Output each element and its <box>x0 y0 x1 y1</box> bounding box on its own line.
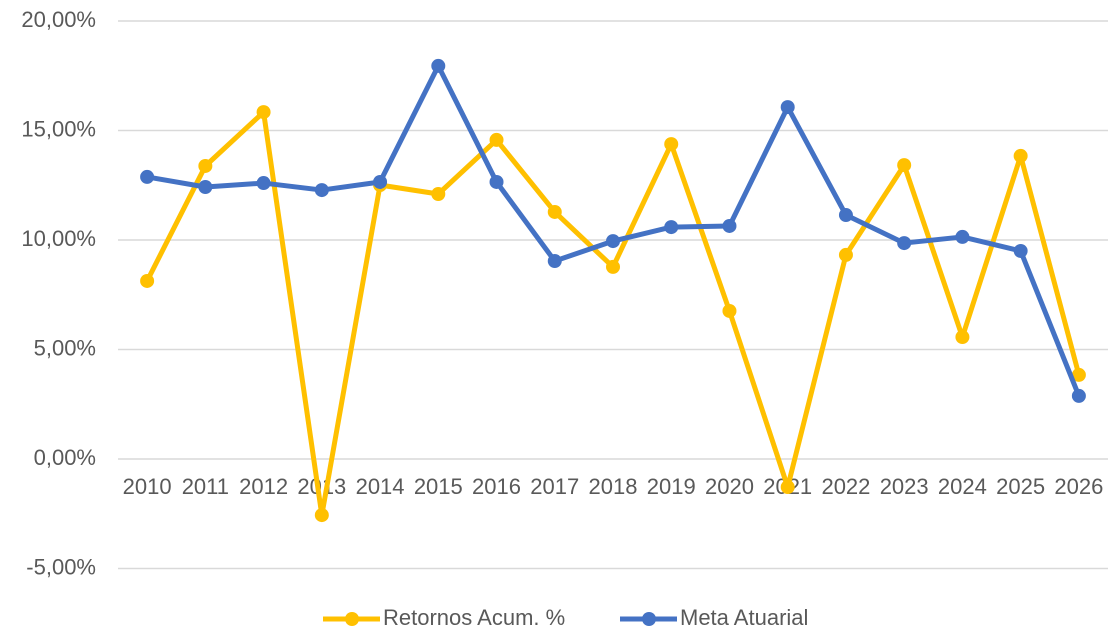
marker <box>780 480 795 495</box>
marker <box>838 208 853 223</box>
legend-marker <box>642 612 656 626</box>
marker <box>955 330 970 345</box>
marker <box>897 236 912 251</box>
x-tick-label: 2016 <box>472 474 521 499</box>
y-tick-label: -5,00% <box>26 554 96 579</box>
x-tick-label: 2011 <box>182 474 229 499</box>
marker <box>373 174 388 189</box>
y-tick-label: 0,00% <box>34 445 96 470</box>
marker <box>198 180 213 195</box>
x-tick-label: 2018 <box>589 474 638 499</box>
x-tick-label: 2023 <box>880 474 929 499</box>
marker <box>431 187 446 202</box>
marker <box>606 259 620 274</box>
y-tick-label: 5,00% <box>34 335 96 360</box>
marker <box>664 220 679 235</box>
x-tick-label: 2017 <box>530 474 579 499</box>
x-tick-label: 2020 <box>705 474 754 499</box>
marker <box>198 158 213 173</box>
x-tick-label: 2019 <box>647 474 696 499</box>
marker <box>1071 367 1086 382</box>
marker <box>722 218 737 233</box>
marker <box>547 254 562 269</box>
marker <box>1071 388 1086 403</box>
x-tick-label: 2026 <box>1054 474 1103 499</box>
series-line <box>146 63 1082 397</box>
x-tick-label: 2022 <box>821 474 870 499</box>
series-line <box>144 109 1082 518</box>
x-tick-label: 2010 <box>123 474 172 499</box>
x-tick-label: 2013 <box>297 474 346 499</box>
marker <box>606 234 620 249</box>
marker <box>140 273 155 288</box>
marker <box>431 58 446 73</box>
marker <box>314 508 329 523</box>
x-tick-label: 2015 <box>414 474 463 499</box>
marker <box>955 229 970 244</box>
legend-label: Retornos Acum. % <box>383 605 565 630</box>
marker <box>547 204 562 219</box>
marker <box>1013 243 1028 258</box>
marker <box>256 176 271 191</box>
marker <box>489 132 504 147</box>
marker <box>664 137 679 152</box>
y-tick-label: 15,00% <box>21 116 96 141</box>
marker <box>1013 148 1028 163</box>
marker <box>140 169 155 184</box>
y-tick-label: 20,00% <box>21 7 96 32</box>
marker <box>314 183 329 198</box>
marker <box>722 303 737 318</box>
y-tick-label: 10,00% <box>21 226 96 251</box>
marker <box>838 247 853 262</box>
x-tick-label: 2014 <box>356 474 405 499</box>
x-tick-label: 2012 <box>239 474 288 499</box>
marker <box>897 158 912 173</box>
marker <box>256 105 271 120</box>
marker <box>489 174 504 189</box>
legend-marker <box>345 612 359 626</box>
x-tick-label: 2024 <box>938 474 987 499</box>
x-tick-label: 2025 <box>996 474 1045 499</box>
legend-label: Meta Atuarial <box>680 605 808 630</box>
marker <box>780 100 795 115</box>
